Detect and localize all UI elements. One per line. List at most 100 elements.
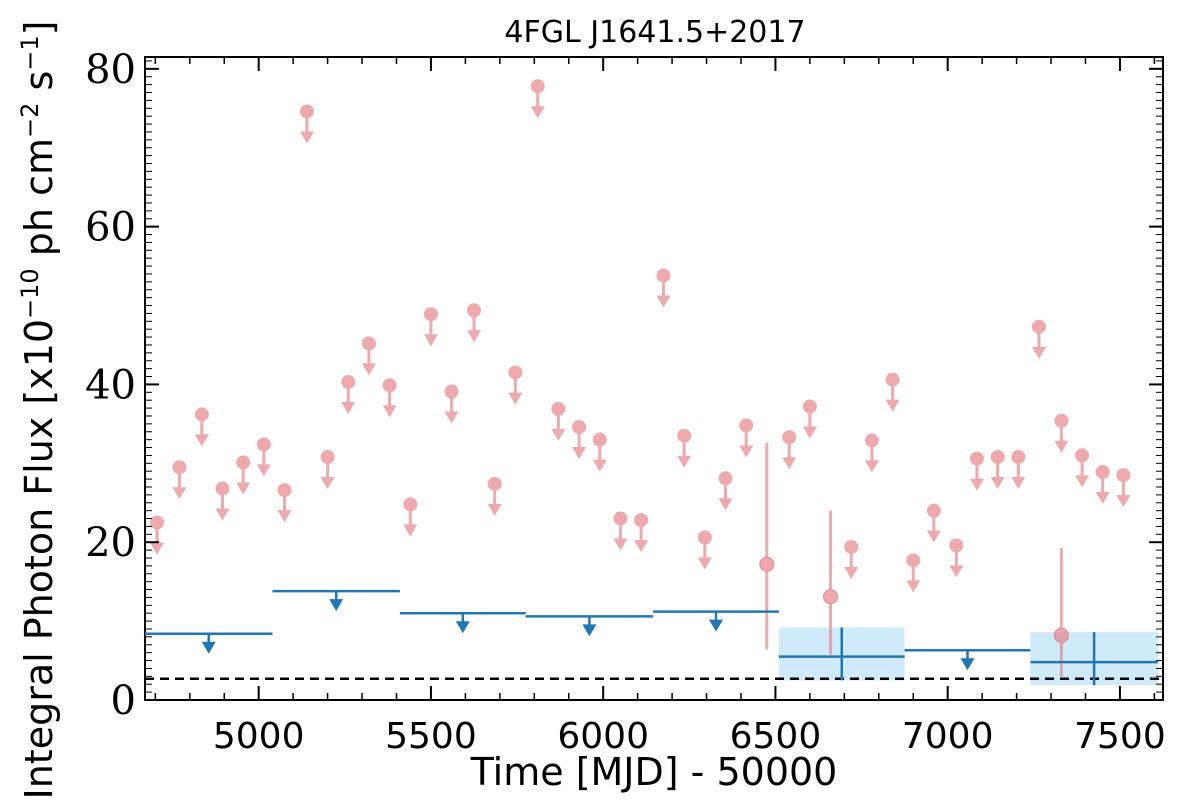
- x-tick-label: 6500: [730, 716, 822, 757]
- short-bin-upper-limit-19: [551, 401, 566, 441]
- y-axis-label: Integral Photon Flux [x10−10 ph cm−2 s−1…: [16, 21, 61, 800]
- short-bin-upper-limit-38: [990, 450, 1005, 490]
- x-axis-label: Time [MJD] - 50000: [470, 750, 838, 794]
- short-bin-ul-arrow: [444, 411, 459, 424]
- short-bin-ul-arrow: [320, 477, 335, 490]
- short-bin-upper-limit-3: [215, 481, 230, 521]
- short-bin-upper-limit-13: [423, 307, 438, 347]
- short-bin-ul-arrow: [990, 477, 1005, 490]
- short-bin-ul-marker: [844, 539, 859, 554]
- short-bin-ul-arrow: [341, 402, 356, 415]
- short-bin-upper-limit-21: [592, 432, 607, 472]
- short-bin-ul-arrow: [1054, 440, 1069, 453]
- y-axis-label-exp: −10: [16, 268, 44, 319]
- y-axis-label-main: Integral Photon Flux [x10: [17, 319, 61, 800]
- short-bin-upper-limit-14: [444, 384, 459, 424]
- short-bin-ul-arrow: [382, 405, 397, 418]
- short-bin-ul-marker: [172, 460, 187, 475]
- long-bin-ul-arrow: [455, 621, 470, 634]
- long-bin-ul-arrow: [960, 658, 975, 671]
- short-bin-upper-limit-18: [530, 79, 545, 119]
- short-bin-ul-marker: [444, 384, 459, 399]
- short-bin-upper-limit-16: [487, 476, 502, 516]
- short-bin-ul-marker: [508, 365, 523, 380]
- long-bin-upper-limit-3: [525, 615, 654, 637]
- short-bin-ul-marker: [739, 418, 754, 433]
- long-bin-detection-1: [1030, 632, 1158, 686]
- short-bin-ul-marker: [802, 399, 817, 414]
- short-bin-upper-limit-0: [150, 515, 165, 555]
- short-bin-ul-arrow: [1095, 491, 1110, 504]
- short-bin-ul-arrow: [423, 334, 438, 347]
- short-bin-ul-arrow: [782, 457, 797, 470]
- short-bin-ul-marker: [551, 401, 566, 416]
- short-bin-ul-arrow: [926, 530, 941, 543]
- short-bin-upper-limit-41: [1054, 413, 1069, 453]
- short-bin-ul-marker: [1075, 448, 1090, 463]
- x-tick-label: 7500: [1074, 716, 1166, 757]
- x-tick-label: 5000: [213, 716, 305, 757]
- short-bin-ul-arrow: [530, 106, 545, 119]
- short-bin-upper-limit-8: [320, 450, 335, 490]
- short-bin-ul-arrow: [572, 447, 587, 460]
- short-bin-ul-marker: [613, 511, 628, 526]
- short-bin-upper-limit-1: [172, 460, 187, 500]
- short-bin-ul-arrow: [466, 330, 481, 343]
- short-bin-ul-arrow: [299, 131, 314, 144]
- short-bin-detection-1: [823, 510, 839, 655]
- short-bin-ul-marker: [572, 420, 587, 435]
- short-bin-ul-arrow: [677, 455, 692, 468]
- short-bin-upper-limit-26: [697, 530, 712, 570]
- long-bin-ul-arrow: [329, 599, 344, 612]
- short-bin-upper-limit-4: [236, 455, 251, 495]
- short-bin-ul-marker: [382, 378, 397, 393]
- y-axis-label-units2: s: [17, 71, 61, 103]
- short-bin-ul-marker: [466, 303, 481, 318]
- short-bin-upper-limit-2: [194, 407, 209, 447]
- short-bin-ul-arrow: [739, 445, 754, 458]
- short-bin-ul-arrow: [551, 428, 566, 441]
- short-bin-ul-marker: [864, 433, 879, 448]
- short-bin-ul-arrow: [949, 565, 964, 578]
- short-bin-upper-limit-15: [466, 303, 481, 343]
- short-bin-upper-limit-40: [1031, 319, 1046, 359]
- short-bin-upper-limit-12: [403, 497, 418, 537]
- short-bin-upper-limit-7: [299, 104, 314, 144]
- short-bin-ul-arrow: [236, 482, 251, 495]
- short-bin-ul-arrow: [634, 540, 649, 553]
- y-axis-label-exp2: −2: [16, 103, 44, 138]
- y-tick-label: 0: [111, 678, 136, 724]
- short-bin-ul-arrow: [613, 538, 628, 551]
- x-tick-label: 7000: [902, 716, 994, 757]
- short-bin-upper-limit-34: [906, 553, 921, 593]
- short-bin-upper-limit-10: [361, 336, 376, 376]
- short-bin-ul-arrow: [844, 566, 859, 579]
- short-bin-ul-marker: [236, 455, 251, 470]
- short-bin-ul-marker: [1095, 464, 1110, 479]
- y-axis-label-units: ph cm: [17, 138, 61, 268]
- short-bin-ul-arrow: [697, 557, 712, 570]
- short-bin-ul-arrow: [1011, 477, 1026, 490]
- long-bin-upper-limit-2: [399, 611, 526, 634]
- long-bin-upper-limit-1: [272, 589, 400, 612]
- y-axis-label-close: ]: [17, 21, 61, 36]
- short-bin-ul-marker: [320, 450, 335, 465]
- plot-area: [145, 79, 1163, 686]
- short-bin-ul-arrow: [172, 487, 187, 500]
- short-bin-ul-arrow: [194, 434, 209, 447]
- short-bin-ul-marker: [634, 513, 649, 528]
- long-bin-upper-limit-4: [653, 610, 779, 632]
- x-tick-label: 6000: [557, 716, 649, 757]
- short-bin-ul-marker: [341, 375, 356, 390]
- short-bin-ul-marker: [906, 553, 921, 568]
- short-bin-marker: [759, 556, 775, 572]
- short-bin-upper-limit-44: [1116, 468, 1131, 508]
- short-bin-ul-arrow: [277, 510, 292, 523]
- short-bin-upper-limit-43: [1095, 464, 1110, 504]
- short-bin-ul-marker: [926, 503, 941, 518]
- short-bin-ul-arrow: [802, 426, 817, 439]
- short-bin-ul-marker: [403, 497, 418, 512]
- short-bin-detection-2: [1053, 547, 1069, 678]
- short-bin-ul-arrow: [361, 363, 376, 376]
